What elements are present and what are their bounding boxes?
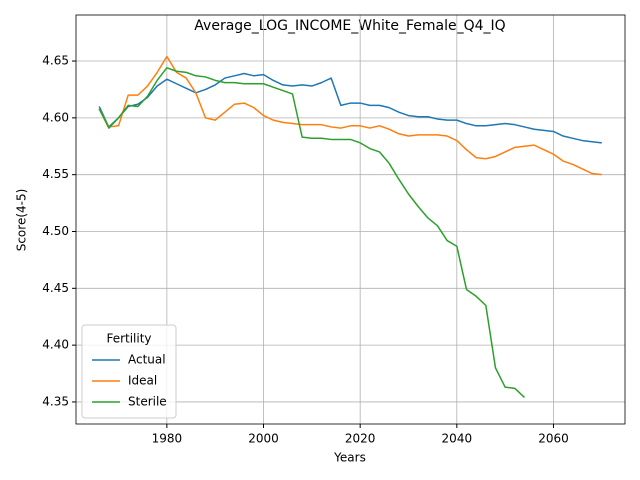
y-tick-label: 4.45 bbox=[42, 281, 69, 295]
y-tick-label: 4.50 bbox=[42, 224, 69, 238]
line-series bbox=[98, 67, 525, 398]
y-axis-label: Score(4-5) bbox=[15, 189, 29, 252]
x-tick-label: 2020 bbox=[345, 432, 376, 446]
y-tick-label: 4.40 bbox=[42, 338, 69, 352]
x-tick-label: 2060 bbox=[538, 432, 569, 446]
plot-frame bbox=[75, 14, 626, 425]
x-tick-label: 1980 bbox=[152, 432, 183, 446]
y-tick-label: 4.60 bbox=[42, 110, 69, 124]
legend-title: Fertility bbox=[106, 332, 151, 346]
y-tick-label: 4.65 bbox=[42, 54, 69, 68]
legend-label: Ideal bbox=[128, 374, 157, 388]
y-tick-label: 4.55 bbox=[42, 167, 69, 181]
chart-title: Average_LOG_INCOME_White_Female_Q4_IQ bbox=[194, 18, 505, 34]
legend-box bbox=[81, 324, 177, 419]
x-axis-label: Years bbox=[333, 451, 366, 465]
legend-label: Sterile bbox=[128, 395, 167, 409]
x-tick-label: 2000 bbox=[248, 432, 279, 446]
legend-label: Actual bbox=[128, 353, 166, 367]
x-tick-label: 2040 bbox=[442, 432, 473, 446]
line-series bbox=[98, 55, 602, 176]
y-tick-label: 4.35 bbox=[42, 394, 69, 408]
line-series bbox=[98, 72, 602, 144]
